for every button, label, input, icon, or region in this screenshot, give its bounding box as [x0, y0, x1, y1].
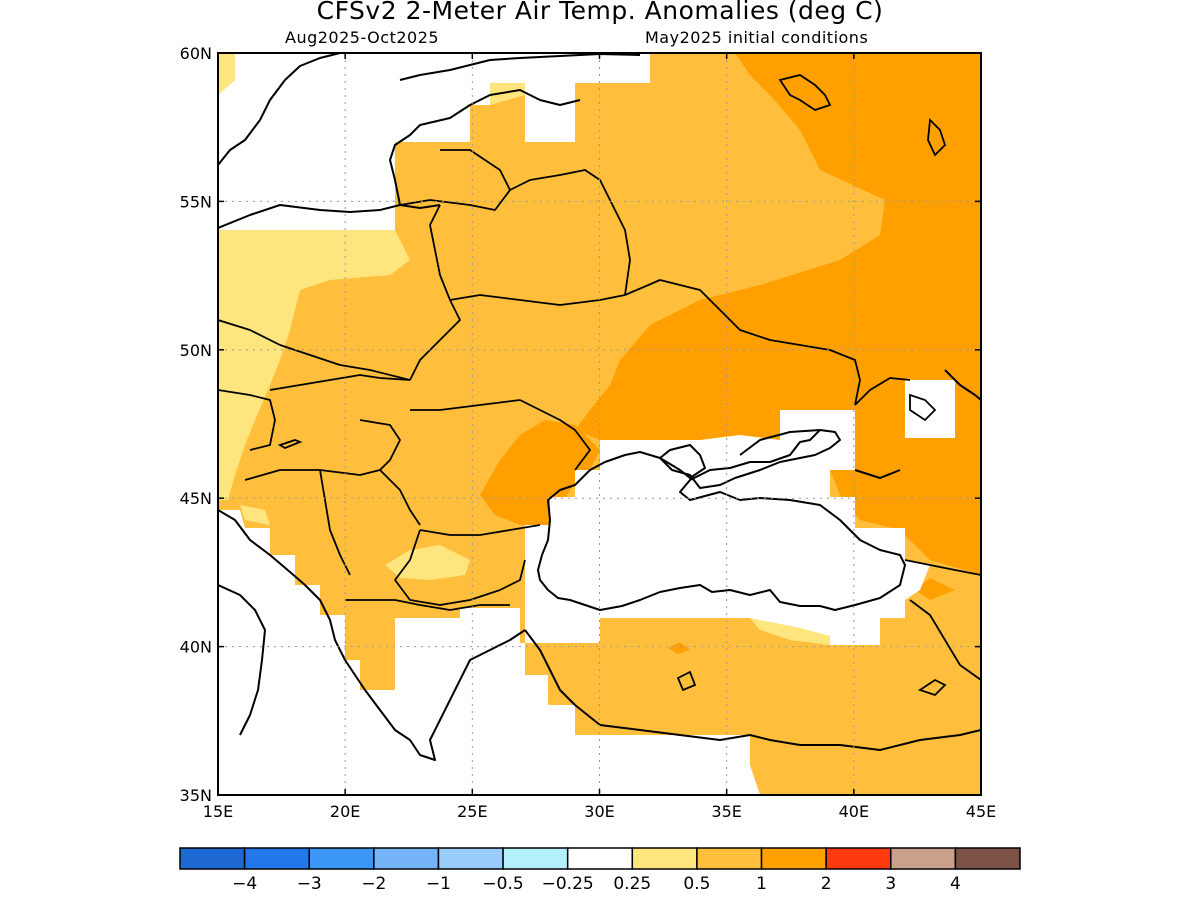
lake-ladoga	[778, 74, 832, 111]
lat-tick-label: 40N	[180, 638, 212, 657]
border-croatia	[244, 469, 381, 481]
colorbar-label: −0.5	[482, 874, 523, 894]
colorbar-label: −2	[361, 874, 386, 894]
border-belarus-ukraine	[449, 294, 626, 306]
lat-tick-label: 55N	[180, 192, 212, 211]
colorbar-label: −4	[232, 874, 257, 894]
colorbar-swatch	[308, 847, 375, 870]
lake-onega	[927, 118, 947, 157]
map-axes: 15E 20E 25E 30E 35E 40E 45E 60N 55N 50N 45N 40N 35N	[180, 44, 997, 821]
border-czech-poland	[218, 319, 411, 381]
turkey-coast	[524, 629, 981, 751]
colorbar-label: −1	[426, 874, 451, 894]
sea-of-azov-coast	[739, 429, 821, 456]
anomaly-region-1-to-2-west	[480, 420, 600, 525]
crimea-coast	[659, 444, 706, 479]
colorbar: −4 −3 −2 −1 −0.5 −0.25 0.25 0.5 1 2 3 4	[179, 847, 1021, 894]
colorbar-label: 2	[821, 874, 832, 894]
border-romania-hungary	[359, 419, 401, 471]
lon-tick-label: 15E	[203, 802, 233, 821]
anomaly-region-1-to-2-turkey	[668, 642, 690, 654]
country-borders	[218, 149, 981, 681]
lat-tick-label: 45N	[180, 489, 212, 508]
lon-tick-label: 40E	[839, 802, 869, 821]
border-austria-hungary	[218, 389, 276, 451]
azov-east-coast	[854, 469, 901, 479]
colorbar-label: −3	[297, 874, 322, 894]
colorbar-swatch	[566, 847, 634, 870]
neutral-region-baltic-gap	[548, 83, 575, 142]
chart-title: CFSv2 2-Meter Air Temp. Anomalies (deg C…	[316, 0, 884, 25]
border-ukraine-moldova	[519, 399, 591, 471]
lake-van	[917, 678, 947, 697]
colorbar-label: −0.25	[542, 874, 594, 894]
border-caucasus	[904, 559, 981, 576]
gridlines	[218, 53, 981, 795]
colorbar-swatch	[631, 847, 698, 870]
lon-tick-label: 45E	[966, 802, 996, 821]
colorbar-label: 0.25	[613, 874, 651, 894]
lake-balaton	[277, 439, 303, 450]
lon-tick-label: 30E	[584, 802, 614, 821]
border-russia-kazakhstan	[854, 377, 911, 406]
colorbar-swatch	[954, 847, 1021, 870]
neutral-region-volga	[905, 380, 955, 438]
colorbar-label: 3	[885, 874, 896, 894]
border-romania-bulgaria	[419, 524, 541, 536]
neutral-region-scandinavia	[218, 53, 650, 230]
colorbar-swatch	[696, 847, 763, 870]
border-turkey-east	[909, 599, 981, 681]
colorbar-label: 4	[950, 874, 961, 894]
colorbar-swatch	[373, 847, 440, 870]
baltic-coast-east	[389, 89, 581, 206]
black-sea-coast	[537, 429, 906, 611]
lon-tick-label: 20E	[330, 802, 360, 821]
border-hungary-slovakia	[269, 374, 411, 391]
scandinavia-coast	[218, 53, 341, 166]
colorbar-swatch	[825, 847, 892, 870]
lat-tick-label: 60N	[180, 44, 212, 63]
anomaly-region-0-25-to-0-5-northwest	[218, 230, 410, 500]
colorbar-swatch	[243, 847, 310, 870]
border-ukraine-russia	[624, 279, 861, 406]
border-romania-serbia	[379, 469, 421, 526]
neutral-region-black-sea	[525, 410, 930, 645]
anomaly-region-0-25-to-0-5-anatolia	[750, 618, 830, 645]
lon-tick-label: 25E	[457, 802, 487, 821]
gulf-of-finland-coast	[399, 53, 641, 81]
neutral-region-adriatic	[218, 510, 470, 795]
colorbar-swatch	[179, 847, 246, 870]
border-ukraine-romania	[410, 399, 521, 411]
colorbar-label: 1	[756, 874, 767, 894]
colorbar-swatch	[502, 847, 569, 870]
colorbar-swatch	[437, 847, 504, 870]
lat-tick-label: 50N	[180, 341, 212, 360]
caspian-coast	[944, 369, 981, 401]
lakes	[277, 74, 947, 697]
anomaly-region-1-to-2-east	[575, 53, 981, 575]
adriatic-coast	[218, 509, 366, 691]
greece-coast	[364, 629, 526, 761]
anomaly-region-0-25-to-0-5-balkans	[240, 505, 270, 525]
border-greece-north	[345, 599, 510, 611]
border-serbia-bosnia	[319, 469, 351, 576]
border-bulgaria-south	[394, 529, 526, 606]
anomaly-region-0-25-to-0-5-bulgaria	[385, 545, 470, 580]
anomaly-region-1-to-2-caucasus	[915, 578, 955, 600]
tsimlyansk-reservoir	[909, 393, 937, 422]
baltic-coast-south	[218, 204, 441, 229]
coastlines	[218, 53, 981, 761]
initial-conditions: May2025 initial conditions	[645, 28, 869, 47]
neutral-region-aegean	[395, 608, 760, 795]
colorbar-label: 0.5	[683, 874, 710, 894]
lake-in-turkey	[676, 670, 697, 692]
italy-coast	[218, 584, 266, 736]
lon-tick-label: 35E	[711, 802, 741, 821]
colorbar-swatch	[760, 847, 827, 870]
forecast-period: Aug2025-Oct2025	[285, 28, 440, 47]
lat-tick-label: 35N	[180, 786, 212, 805]
colorbar-swatch	[890, 847, 957, 870]
